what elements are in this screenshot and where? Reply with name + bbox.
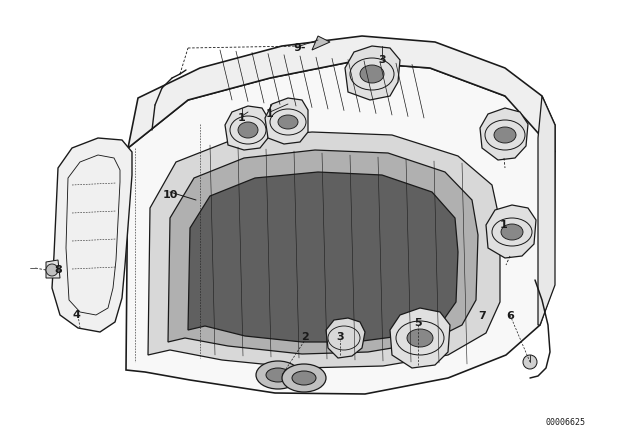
Polygon shape	[46, 260, 60, 278]
Text: 10: 10	[163, 190, 178, 200]
Ellipse shape	[278, 115, 298, 129]
Ellipse shape	[292, 371, 316, 385]
Polygon shape	[345, 46, 400, 100]
Polygon shape	[538, 96, 555, 325]
Polygon shape	[188, 172, 458, 342]
Ellipse shape	[256, 361, 300, 389]
Polygon shape	[225, 106, 268, 150]
Ellipse shape	[501, 224, 523, 240]
Polygon shape	[265, 98, 308, 144]
Text: 8: 8	[54, 265, 62, 275]
Text: 5: 5	[414, 318, 422, 328]
Polygon shape	[168, 150, 478, 354]
Circle shape	[46, 264, 58, 276]
Ellipse shape	[282, 364, 326, 392]
Polygon shape	[486, 205, 536, 258]
Polygon shape	[312, 36, 330, 50]
Polygon shape	[128, 36, 555, 152]
Ellipse shape	[266, 368, 290, 382]
Text: 3: 3	[336, 332, 344, 342]
Circle shape	[523, 355, 537, 369]
Polygon shape	[390, 308, 450, 368]
Ellipse shape	[238, 122, 258, 138]
Text: 6: 6	[506, 311, 514, 321]
Text: 00006625: 00006625	[545, 418, 585, 426]
Text: 2: 2	[301, 332, 309, 342]
Polygon shape	[480, 108, 528, 160]
Text: 9-: 9-	[294, 43, 307, 53]
Ellipse shape	[494, 127, 516, 143]
Text: 1: 1	[266, 109, 274, 119]
Polygon shape	[326, 318, 365, 358]
Text: 1: 1	[238, 113, 246, 123]
Polygon shape	[148, 132, 500, 368]
Text: 3: 3	[378, 55, 386, 65]
Ellipse shape	[360, 65, 384, 83]
Text: 7: 7	[478, 311, 486, 321]
Ellipse shape	[407, 329, 433, 347]
Text: 4: 4	[72, 310, 80, 320]
Polygon shape	[126, 62, 555, 394]
Polygon shape	[52, 138, 132, 332]
Text: 1: 1	[500, 220, 508, 230]
